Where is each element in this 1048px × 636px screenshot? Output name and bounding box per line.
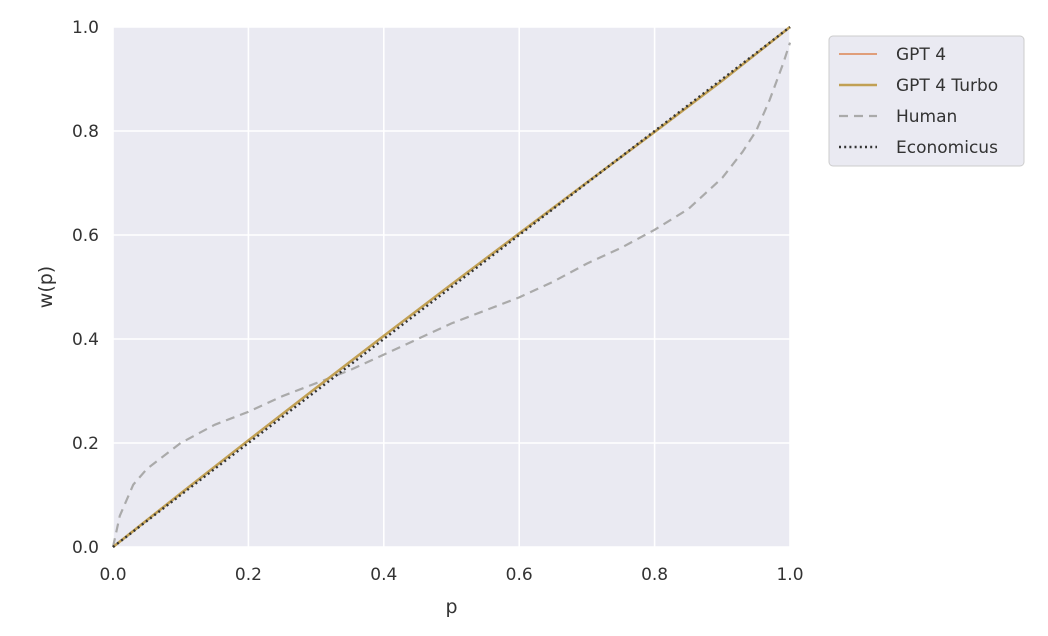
legend-label: GPT 4 Turbo	[896, 76, 998, 96]
series-layer	[111, 25, 792, 549]
x-tick-label: 0.4	[370, 565, 397, 585]
grid	[112, 26, 791, 548]
legend-label: Human	[896, 107, 957, 127]
legend-label: Economicus	[896, 138, 998, 158]
series-line-gpt-4-turbo	[112, 25, 791, 549]
series-line-human	[111, 42, 792, 548]
y-tick-label: 1.0	[72, 18, 99, 38]
y-tick-label: 0.0	[72, 538, 99, 558]
legend-box	[828, 35, 1025, 167]
x-tick-label: 0.8	[641, 565, 668, 585]
y-tick-label: 0.8	[72, 122, 99, 142]
series-line-economicus	[112, 26, 791, 548]
legend-label: GPT 4	[896, 45, 946, 65]
x-tick-label: 0.6	[506, 565, 533, 585]
x-tick-label: 0.2	[235, 565, 262, 585]
x-tick-label: 0.0	[99, 565, 126, 585]
legend: GPT 4 GPT 4 Turbo Human Economicus	[828, 35, 1025, 167]
x-tick-label: 1.0	[776, 565, 803, 585]
y-axis-label: w(p)	[35, 266, 57, 308]
tick-labels: 0.0 0.2 0.4 0.6 0.8 1.0 0.0 0.2 0.4 0.6 0.8 1.0	[72, 18, 804, 585]
y-tick-label: 0.2	[72, 434, 99, 454]
x-axis-label: p	[445, 596, 457, 618]
y-tick-label: 0.6	[72, 226, 99, 246]
y-tick-label: 0.4	[72, 330, 99, 350]
